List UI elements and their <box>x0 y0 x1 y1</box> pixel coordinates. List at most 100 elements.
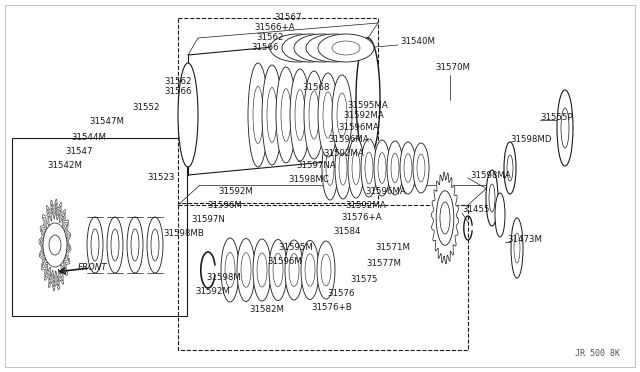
Ellipse shape <box>511 218 523 278</box>
Text: 31596MA: 31596MA <box>365 187 406 196</box>
Ellipse shape <box>49 235 61 255</box>
Ellipse shape <box>400 142 416 194</box>
Polygon shape <box>42 207 68 283</box>
Text: 31575: 31575 <box>350 275 378 283</box>
Polygon shape <box>39 199 71 291</box>
Ellipse shape <box>107 217 123 273</box>
Text: 31570M: 31570M <box>435 64 470 73</box>
Ellipse shape <box>221 238 239 302</box>
Ellipse shape <box>301 241 319 299</box>
Text: 31592M: 31592M <box>195 286 230 295</box>
Text: 31523: 31523 <box>147 173 175 183</box>
Ellipse shape <box>387 141 403 195</box>
Ellipse shape <box>48 225 62 265</box>
Text: 31576: 31576 <box>327 289 355 298</box>
Text: 31547: 31547 <box>65 147 93 155</box>
Ellipse shape <box>46 220 64 270</box>
Text: 31576+B: 31576+B <box>311 304 352 312</box>
Text: 31568: 31568 <box>302 83 330 93</box>
Ellipse shape <box>290 69 310 161</box>
Ellipse shape <box>49 227 61 263</box>
Text: 31597N: 31597N <box>191 215 225 224</box>
Text: 31552: 31552 <box>132 103 160 112</box>
Text: 31595M: 31595M <box>278 244 313 253</box>
Text: 31592MA: 31592MA <box>345 201 386 209</box>
Ellipse shape <box>318 34 374 62</box>
Text: 31595MA: 31595MA <box>347 100 388 109</box>
Ellipse shape <box>504 142 516 194</box>
Polygon shape <box>431 172 459 264</box>
Text: 31473M: 31473M <box>507 235 542 244</box>
Text: 31592M: 31592M <box>218 187 253 196</box>
Text: 31598MC: 31598MC <box>288 174 329 183</box>
Text: 31598MD: 31598MD <box>510 135 552 144</box>
Text: 31547M: 31547M <box>89 118 124 126</box>
Bar <box>12 138 187 316</box>
Text: JR 500 8K: JR 500 8K <box>575 349 620 358</box>
Text: 31598MA: 31598MA <box>470 170 511 180</box>
Polygon shape <box>43 211 67 279</box>
Ellipse shape <box>486 170 498 226</box>
Text: 31596MA: 31596MA <box>338 122 379 131</box>
Ellipse shape <box>248 63 268 167</box>
Ellipse shape <box>151 229 159 261</box>
Ellipse shape <box>348 138 364 198</box>
Ellipse shape <box>127 217 143 273</box>
Ellipse shape <box>285 240 303 300</box>
Text: 31555P: 31555P <box>540 113 573 122</box>
Ellipse shape <box>270 34 326 62</box>
Text: 31596MA: 31596MA <box>328 135 369 144</box>
Ellipse shape <box>282 34 338 62</box>
Text: 31597NA: 31597NA <box>296 161 336 170</box>
Text: 31455: 31455 <box>462 205 490 215</box>
Text: 31584: 31584 <box>333 227 360 235</box>
Ellipse shape <box>361 139 377 197</box>
Polygon shape <box>40 203 70 287</box>
Text: 31576+A: 31576+A <box>341 214 381 222</box>
Ellipse shape <box>306 34 362 62</box>
Ellipse shape <box>335 137 351 199</box>
Text: 31567: 31567 <box>275 13 301 22</box>
Ellipse shape <box>304 71 324 159</box>
Ellipse shape <box>557 90 573 166</box>
Text: 31596M: 31596M <box>267 257 302 266</box>
Text: 31540M: 31540M <box>400 38 435 46</box>
Ellipse shape <box>43 223 67 267</box>
Text: 31582M: 31582M <box>250 305 285 314</box>
Text: 31592MA: 31592MA <box>323 148 364 157</box>
Text: FRONT: FRONT <box>78 263 108 273</box>
Text: 31577M: 31577M <box>366 259 401 267</box>
Ellipse shape <box>269 240 287 301</box>
Ellipse shape <box>317 241 335 299</box>
Ellipse shape <box>131 229 139 261</box>
Text: 31562: 31562 <box>256 33 284 42</box>
Ellipse shape <box>178 63 198 167</box>
Text: 31598MB: 31598MB <box>163 230 204 238</box>
Ellipse shape <box>91 229 99 261</box>
Ellipse shape <box>413 143 429 193</box>
Ellipse shape <box>318 73 338 157</box>
Ellipse shape <box>262 65 282 165</box>
Ellipse shape <box>436 191 454 245</box>
Text: 31598M: 31598M <box>206 273 241 282</box>
Text: 31542M: 31542M <box>47 160 82 170</box>
Text: 31562: 31562 <box>164 77 192 87</box>
Text: 31544M: 31544M <box>71 132 106 141</box>
Ellipse shape <box>294 34 350 62</box>
Ellipse shape <box>374 140 390 196</box>
Ellipse shape <box>276 67 296 163</box>
Ellipse shape <box>495 193 505 237</box>
Bar <box>178 18 378 203</box>
Ellipse shape <box>87 217 103 273</box>
Ellipse shape <box>440 202 450 234</box>
Bar <box>178 205 468 350</box>
Text: 31592MA: 31592MA <box>343 112 384 121</box>
Ellipse shape <box>332 75 352 155</box>
Text: 31566+A: 31566+A <box>255 23 295 32</box>
Ellipse shape <box>322 136 338 200</box>
Ellipse shape <box>237 238 255 301</box>
Ellipse shape <box>47 222 63 268</box>
Text: 31596M: 31596M <box>207 202 242 211</box>
Text: 31571M: 31571M <box>375 244 410 253</box>
Ellipse shape <box>253 239 271 301</box>
